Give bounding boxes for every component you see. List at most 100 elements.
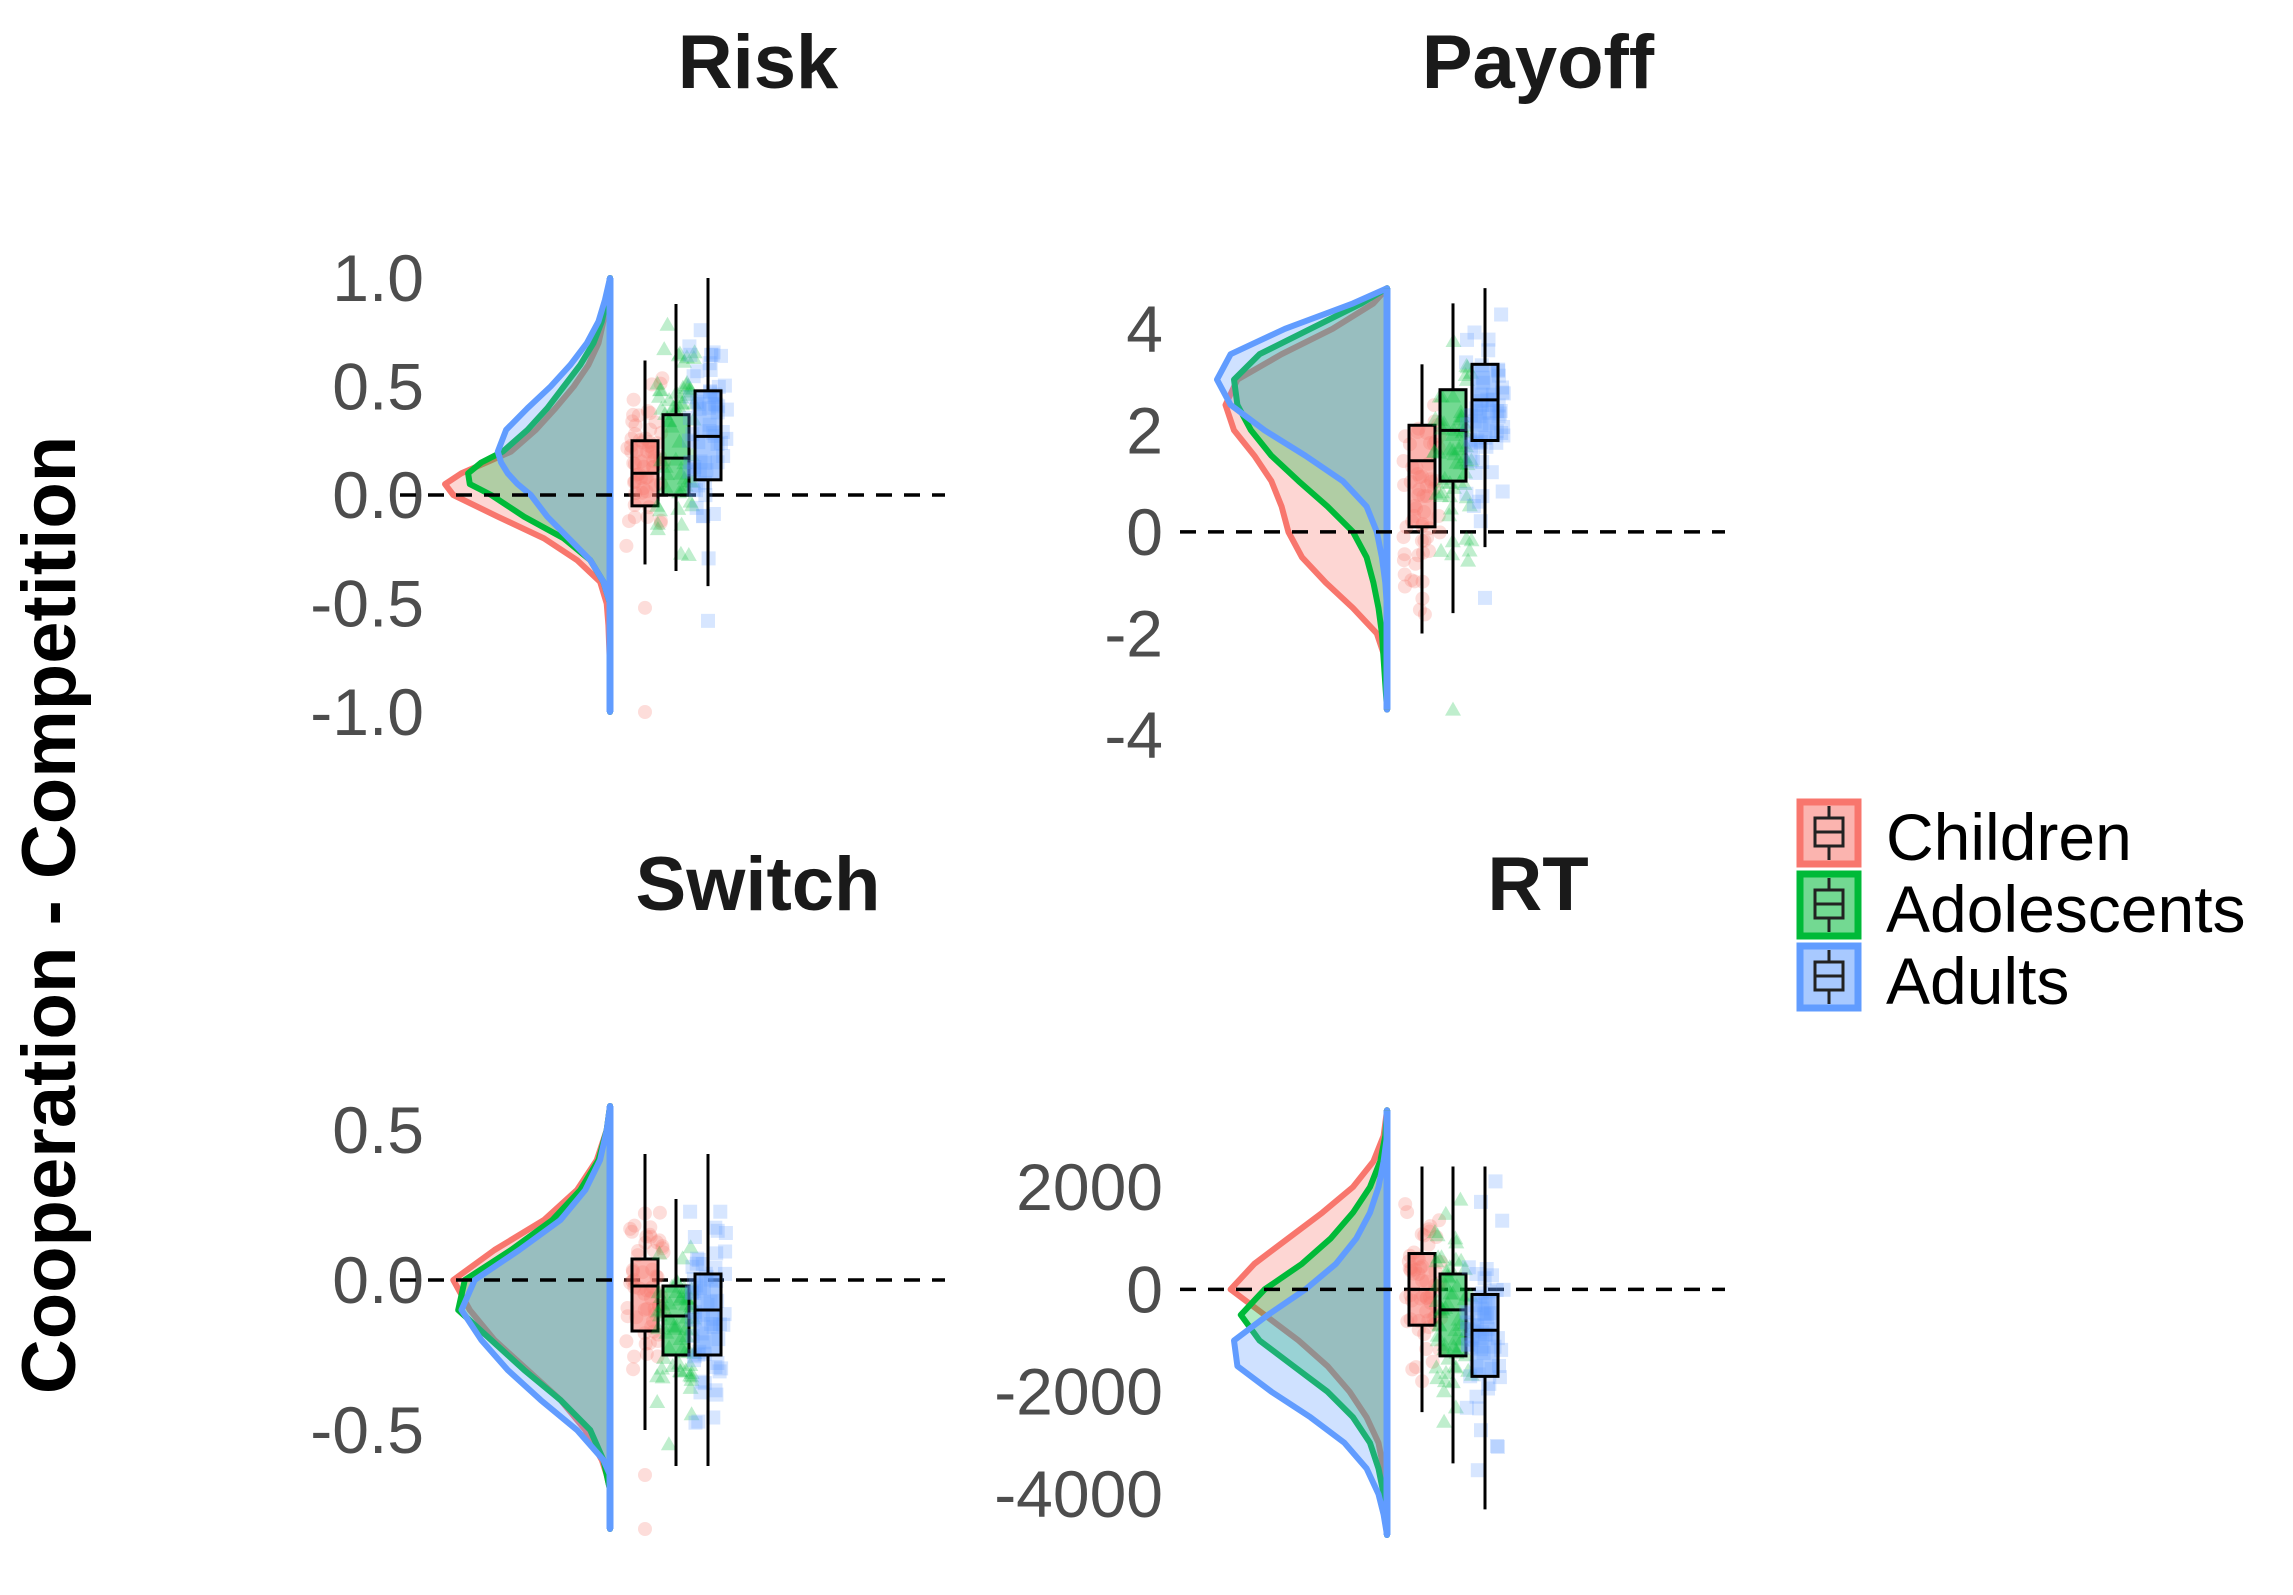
- data-point: [689, 483, 703, 498]
- data-point: [626, 1362, 641, 1377]
- data-point: [686, 482, 701, 497]
- data-point: [1460, 552, 1477, 567]
- legend: Children Adolescents Adults: [1796, 798, 2246, 1018]
- y-tick-label: -2: [1104, 596, 1163, 670]
- data-point: [656, 1349, 672, 1364]
- data-point: [1438, 1364, 1454, 1379]
- data-point: [650, 1334, 665, 1348]
- data-point: [1496, 1282, 1511, 1297]
- data-point: [661, 392, 678, 407]
- data-point: [625, 414, 640, 429]
- data-point: [691, 1252, 706, 1267]
- box-children: [1407, 423, 1437, 529]
- data-point: [1397, 547, 1412, 562]
- outlier-point: [701, 613, 715, 628]
- y-tick-label: 2: [1126, 393, 1163, 467]
- data-point: [710, 1356, 725, 1370]
- data-point: [1495, 1213, 1510, 1228]
- legend-key-adolescents-glyph: [1813, 878, 1845, 932]
- data-point: [1405, 1362, 1420, 1377]
- data-point: [1429, 1227, 1446, 1242]
- data-point: [686, 369, 701, 384]
- panel-title: Risk: [678, 20, 839, 105]
- data-point: [647, 1243, 661, 1258]
- data-point: [686, 344, 703, 359]
- data-point: [718, 1226, 733, 1240]
- panel-title: Switch: [636, 842, 881, 927]
- y-tick-label: -2000: [994, 1355, 1163, 1429]
- data-point: [691, 1414, 706, 1429]
- data-point: [1396, 454, 1411, 468]
- data-point: [627, 510, 642, 525]
- data-point: [619, 538, 634, 553]
- data-point: [683, 1368, 700, 1383]
- box-adolescents: [661, 413, 691, 497]
- outlier-point: [638, 705, 652, 719]
- data-point: [1428, 1253, 1445, 1268]
- data-point: [654, 1369, 671, 1384]
- data-point: [683, 1406, 700, 1421]
- data-point: [653, 513, 668, 528]
- data-point: [1422, 544, 1436, 558]
- data-point: [718, 1244, 733, 1259]
- data-point: [649, 375, 666, 390]
- y-tick-label: -0.5: [310, 1393, 424, 1467]
- data-point: [655, 1239, 670, 1254]
- data-point: [649, 1368, 666, 1383]
- y-axis-label: Cooperation - Competition: [7, 436, 92, 1394]
- data-point: [706, 345, 721, 360]
- data-point: [1472, 494, 1487, 509]
- data-point: [709, 1387, 724, 1402]
- data-point: [1412, 602, 1427, 617]
- data-point: [713, 1204, 728, 1219]
- data-point: [1428, 485, 1445, 500]
- data-point: [643, 422, 658, 437]
- data-point: [682, 1367, 699, 1382]
- data-point: [682, 1239, 699, 1254]
- data-point: [706, 1410, 721, 1425]
- data-point: [649, 521, 666, 536]
- data-point: [681, 383, 698, 398]
- data-point: [1495, 484, 1510, 499]
- data-point: [628, 427, 642, 441]
- data-point: [619, 1334, 634, 1349]
- data-point: [1484, 465, 1499, 480]
- data-point: [1400, 1205, 1415, 1220]
- data-point: [693, 1385, 708, 1400]
- data-point: [650, 1235, 664, 1250]
- data-point: [693, 323, 708, 338]
- data-point: [649, 1394, 666, 1408]
- data-point: [1409, 1360, 1423, 1375]
- data-point: [652, 502, 668, 517]
- panel-payoff: Payoff 4 2 0 -2 -4: [1104, 20, 1725, 772]
- data-point: [712, 1364, 727, 1379]
- y-tick-label: 2000: [1016, 1150, 1163, 1224]
- y-tick-label: 0: [1126, 495, 1163, 569]
- data-point: [708, 1220, 723, 1235]
- data-point: [678, 376, 695, 391]
- data-point: [1397, 567, 1412, 582]
- data-point: [1433, 1249, 1450, 1264]
- data-point: [1422, 1224, 1437, 1239]
- data-point: [683, 1365, 700, 1379]
- data-point: [708, 1360, 723, 1375]
- data-point: [1481, 343, 1496, 358]
- data-point: [643, 1229, 658, 1244]
- data-point: [674, 1250, 691, 1265]
- data-point: [1461, 542, 1478, 557]
- data-point: [684, 497, 701, 512]
- data-point: [660, 1436, 677, 1451]
- density-children: [1222, 285, 1390, 713]
- data-point: [717, 378, 732, 393]
- data-point: [631, 408, 646, 423]
- legend-label-adults: Adults: [1886, 944, 2069, 1018]
- data-point: [708, 1260, 723, 1275]
- data-point: [714, 1361, 729, 1376]
- data-point: [1425, 1354, 1440, 1369]
- data-point: [1427, 1224, 1443, 1238]
- data-point: [1485, 1268, 1499, 1283]
- data-point: [680, 547, 697, 561]
- y-tick-label: -4: [1104, 698, 1163, 772]
- data-point: [653, 400, 670, 415]
